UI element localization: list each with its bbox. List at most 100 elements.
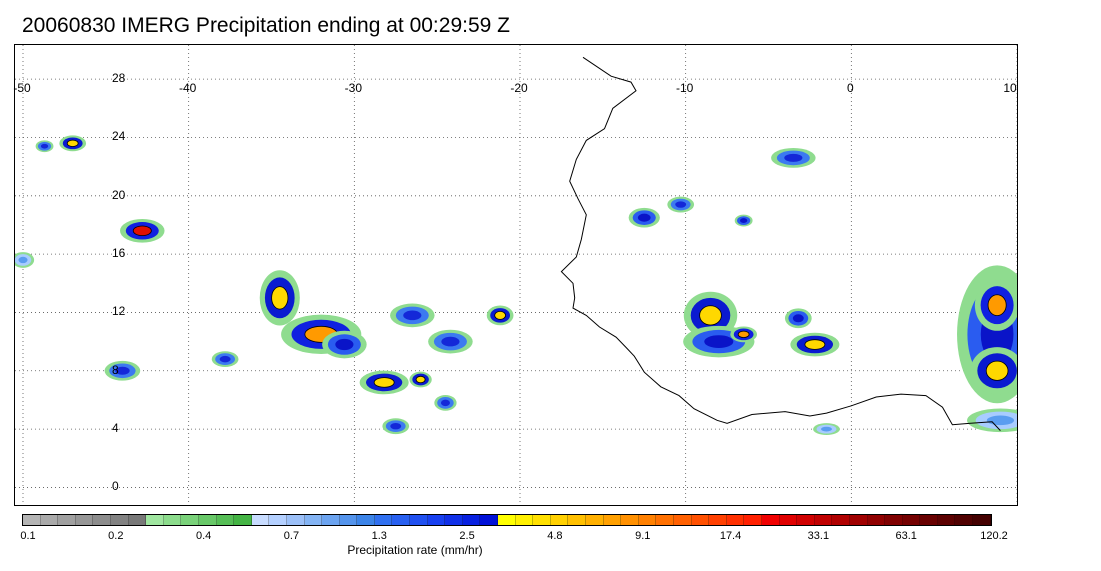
- rain-cell-core: [985, 360, 1009, 381]
- rain-cell-core: [792, 314, 804, 323]
- longitude-label: -10: [675, 81, 694, 95]
- colorbar-tick-label: 0.2: [108, 530, 124, 542]
- rain-cell-core: [987, 294, 1007, 317]
- rain-cell-core: [821, 426, 832, 432]
- rain-cell-core: [986, 415, 1015, 426]
- rain-cell-core: [373, 377, 395, 388]
- latitude-label: 12: [112, 304, 126, 319]
- colorbar-tick-label: 0.1: [20, 530, 36, 542]
- colorbar-swatch: [357, 515, 375, 525]
- colorbar-swatch: [462, 515, 481, 525]
- colorbar-swatch: [216, 515, 235, 525]
- rain-cell-core: [335, 338, 354, 351]
- colorbar-swatch: [832, 515, 850, 525]
- colorbar-swatch: [410, 515, 428, 525]
- colorbar-swatch: [937, 515, 956, 525]
- colorbar-swatch: [673, 515, 692, 525]
- rain-cell-core: [740, 218, 748, 224]
- map-canvas: [15, 45, 1017, 505]
- rain-cell-core: [699, 305, 722, 326]
- colorbar-swatch: [146, 515, 164, 525]
- colorbar-swatch: [251, 515, 270, 525]
- rain-cell-core: [784, 153, 803, 162]
- rain-cell: [667, 196, 695, 213]
- colorbar-swatch: [392, 515, 411, 525]
- colorbar-swatch: [498, 515, 516, 525]
- rain-cell-core: [737, 330, 750, 338]
- colorbar-swatch: [286, 515, 305, 525]
- colorbar-label: Precipitation rate (mm/hr): [347, 543, 483, 557]
- longitude-label: -30: [344, 81, 362, 95]
- colorbar-swatch: [58, 515, 76, 525]
- rain-cell-core: [704, 335, 734, 349]
- rain-cell: [390, 303, 435, 328]
- colorbar-swatch: [603, 515, 622, 525]
- rain-cell-core: [637, 213, 651, 222]
- rain-cell: [35, 140, 54, 153]
- rain-cell-core: [18, 256, 28, 264]
- colorbar-swatch: [198, 515, 217, 525]
- rain-cell-core: [115, 366, 130, 375]
- colorbar-tick-label: 9.1: [635, 530, 651, 542]
- colorbar-swatch: [867, 515, 886, 525]
- rain-cell: [970, 347, 1017, 395]
- colorbar-swatch: [568, 515, 586, 525]
- rain-cell: [628, 207, 660, 228]
- colorbar-swatch: [691, 515, 710, 525]
- longitude-label: 0: [846, 81, 854, 95]
- colorbar-swatch: [269, 515, 287, 525]
- colorbar-swatch: [23, 515, 41, 525]
- rain-cell: [211, 351, 239, 367]
- colorbar-swatch: [339, 515, 358, 525]
- colorbar-swatch: [75, 515, 94, 525]
- colorbar-tick-label: 33.1: [807, 530, 830, 542]
- colorbar-swatch: [955, 515, 974, 525]
- colorbar-swatch: [445, 515, 463, 525]
- colorbar-swatch: [374, 515, 393, 525]
- rain-cell: [120, 218, 165, 243]
- rain-cell: [428, 329, 473, 354]
- latitude-label: 8: [112, 362, 119, 377]
- rain-cell: [730, 326, 758, 343]
- rain-cell: [771, 148, 816, 168]
- colorbar-swatch: [480, 515, 499, 525]
- colorbar-tick-label: 0.4: [195, 530, 212, 542]
- rain-cell-core: [219, 355, 231, 363]
- colorbar-tick-label: 120.2: [980, 530, 1008, 542]
- colorbar-swatch: [550, 515, 569, 525]
- rain-cell: [813, 423, 840, 436]
- colorbar-swatch: [427, 515, 446, 525]
- rain-cell: [409, 371, 432, 388]
- rain-cell-core: [675, 201, 687, 208]
- colorbar-tick-label: 0.7: [283, 530, 300, 542]
- latitude-label: 4: [112, 421, 119, 436]
- rain-cell-core: [440, 399, 450, 407]
- colorbar-swatch: [709, 515, 727, 525]
- rain-cell: [790, 332, 840, 357]
- precipitation-map: [14, 44, 1018, 506]
- colorbar-swatch: [304, 515, 323, 525]
- rain-cell: [259, 270, 300, 326]
- rain-cell: [59, 135, 87, 152]
- colorbar-swatch: [744, 515, 762, 525]
- colorbar-swatch: [761, 515, 780, 525]
- colorbar-swatch: [93, 515, 111, 525]
- coastline: [560, 56, 1001, 431]
- rain-cell: [434, 394, 457, 411]
- rain-cell-core: [40, 143, 49, 149]
- colorbar-tick-label: 63.1: [895, 530, 917, 542]
- rain-cell: [486, 305, 514, 326]
- colorbar-swatch: [902, 515, 921, 525]
- latitude-label: 16: [112, 246, 126, 261]
- rain-cell-core: [415, 375, 426, 384]
- rain-cell: [322, 330, 367, 359]
- colorbar-swatch: [128, 515, 147, 525]
- rain-cell-core: [441, 336, 460, 347]
- rain-cell-core: [494, 310, 506, 320]
- rain-cell-core: [66, 139, 79, 147]
- longitude-label: -20: [510, 81, 528, 95]
- colorbar-tick-label: 1.3: [371, 530, 387, 542]
- rain-cell: [784, 308, 812, 329]
- colorbar-swatch: [797, 515, 815, 525]
- colorbar-swatch: [586, 515, 604, 525]
